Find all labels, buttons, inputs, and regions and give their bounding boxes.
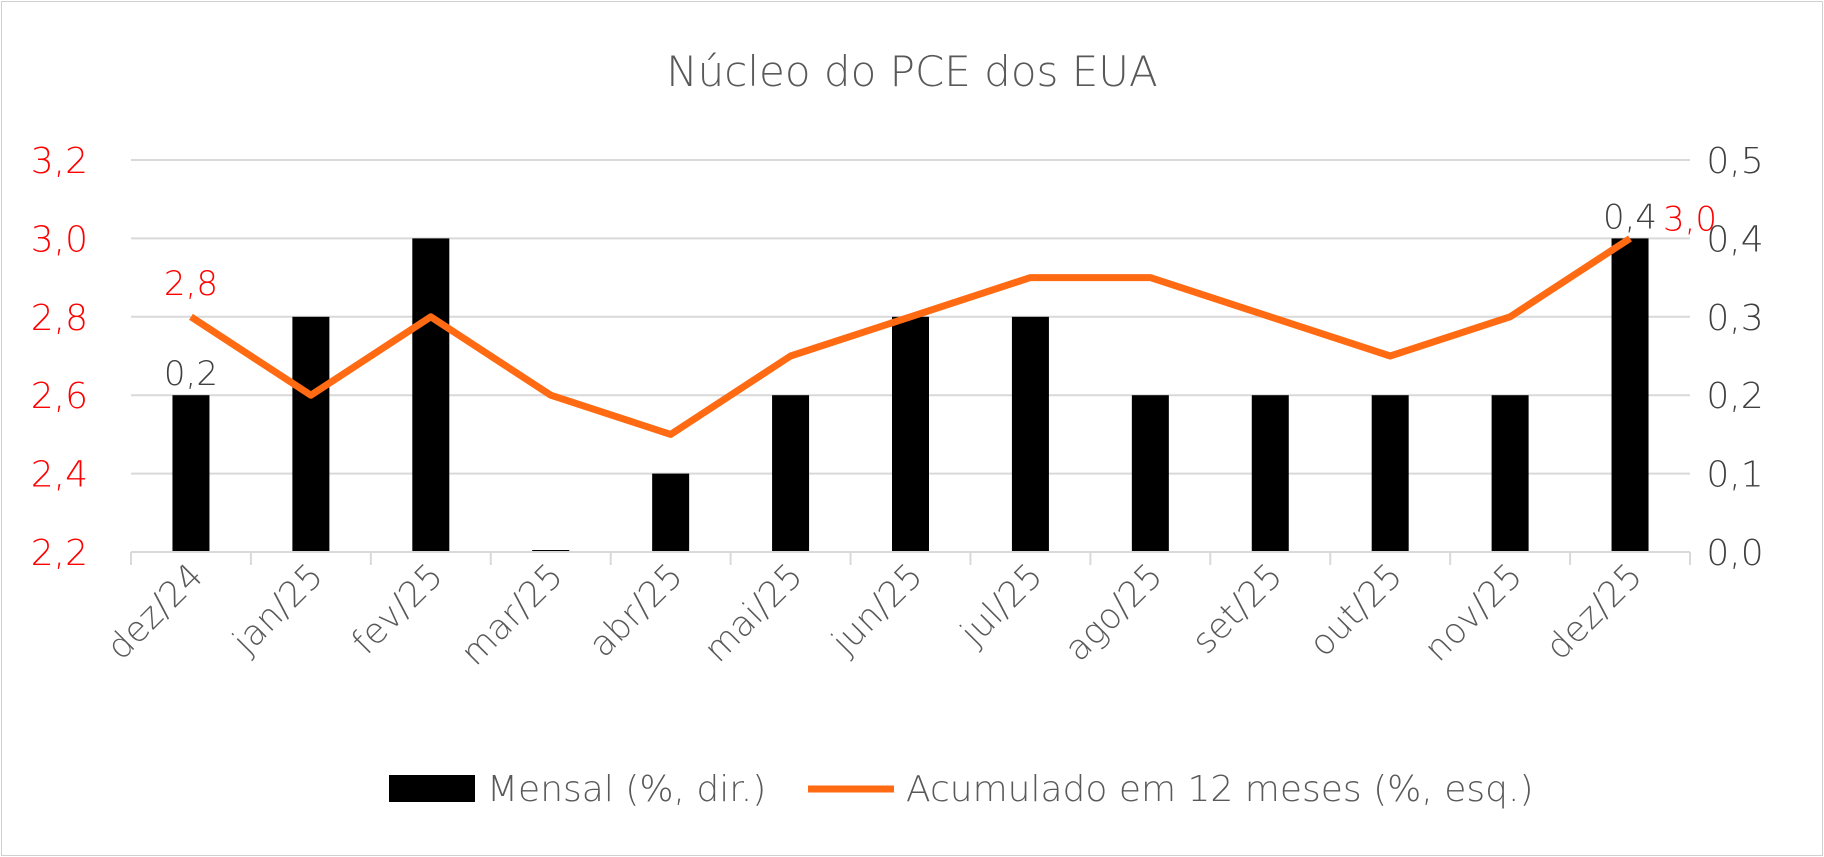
bar [772,395,810,552]
left-tick-label: 2,4 [31,455,88,496]
line-data-label: 3,0 [1663,199,1717,239]
left-tick-label: 2,2 [31,533,88,574]
left-tick-label: 2,8 [31,298,88,339]
chart-title: Núcleo do PCE dos EUA [666,47,1158,96]
x-tick-label: jul/25 [953,556,1051,654]
right-tick-label: 0,2 [1706,376,1763,417]
right-tick-label: 0,0 [1706,533,1763,574]
right-tick-label: 0,3 [1706,298,1763,339]
x-tick-label: mai/25 [697,556,811,670]
bar [172,395,210,552]
x-tick-label: dez/25 [1538,556,1650,668]
bar-data-label: 0,4 [1603,197,1657,237]
bar [1011,316,1049,552]
bar [892,316,929,552]
right-tick-label: 0,1 [1706,455,1763,496]
legend-line-label: Acumulado em 12 meses (%, esq.) [906,769,1534,810]
bar [1251,395,1289,552]
x-tick-label: abr/25 [582,556,691,665]
x-tick-label: fev/25 [344,556,451,663]
left-tick-label: 3,2 [31,141,88,182]
bar [1131,395,1169,552]
legend-bar-label: Mensal (%, dir.) [487,769,766,810]
bar [1491,395,1529,552]
x-tick-label: set/25 [1185,556,1291,662]
x-tick-label: out/25 [1302,556,1411,665]
bar-data-label: 0,2 [164,354,218,394]
line-data-label: 2,8 [164,264,218,304]
bar [412,238,450,552]
x-tick-label: nov/25 [1417,556,1531,670]
x-tick-label: mar/25 [454,556,572,674]
right-tick-label: 0,5 [1706,141,1763,182]
left-tick-label: 3,0 [31,219,88,260]
bar [652,473,690,552]
bar [1371,395,1409,552]
bar [1611,238,1649,552]
right-tick-label: 0,4 [1706,219,1763,260]
left-tick-label: 2,6 [31,376,88,417]
bar [292,316,330,552]
x-tick-label: jan/25 [225,556,332,663]
x-tick-label: ago/25 [1057,556,1170,669]
legend-bar-swatch [389,775,475,802]
x-tick-label: dez/24 [99,556,211,668]
x-tick-label: jun/25 [824,556,931,663]
